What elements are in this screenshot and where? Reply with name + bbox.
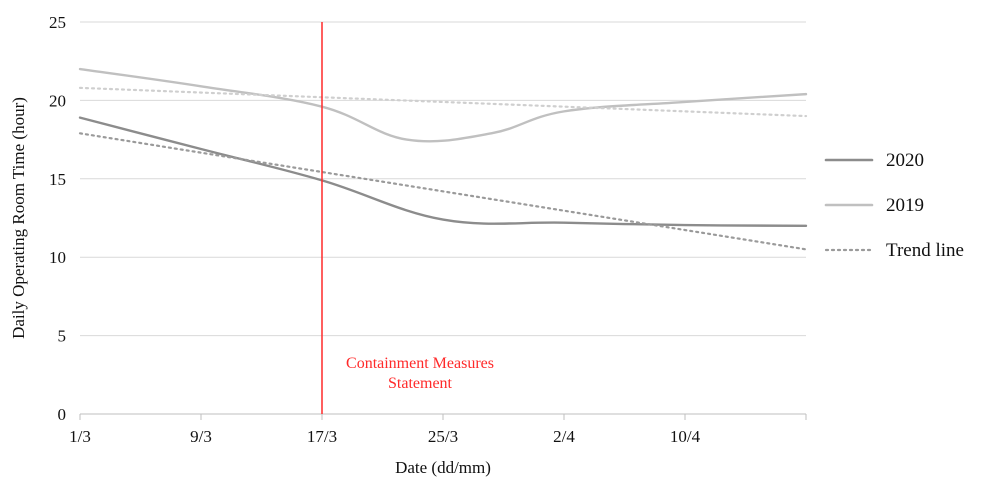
x-tick-label: 2/4 bbox=[553, 427, 575, 446]
legend-label: 2019 bbox=[886, 195, 924, 216]
y-tick-label: 5 bbox=[58, 327, 67, 346]
tick-labels: 0 5 10 15 20 25 1/3 9/3 17/3 25/3 2/4 10/4 bbox=[49, 13, 701, 446]
2019-series-line bbox=[78, 67, 808, 143]
x-tick-label: 9/3 bbox=[190, 427, 212, 446]
y-tick-label: 0 bbox=[58, 405, 67, 424]
series-lines bbox=[78, 67, 808, 251]
annotation-text: Containment Measures bbox=[346, 355, 494, 372]
legend: 2020 2019 Trend line bbox=[824, 150, 964, 261]
x-tick-label: 17/3 bbox=[307, 427, 337, 446]
legend-label: 2020 bbox=[886, 150, 924, 171]
2020-series-line bbox=[78, 116, 808, 228]
y-tick-label: 25 bbox=[49, 13, 66, 32]
x-tick-label: 1/3 bbox=[69, 427, 91, 446]
x-tick-label: 10/4 bbox=[670, 427, 701, 446]
x-axis-title: Date (dd/mm) bbox=[395, 458, 491, 477]
y-tick-label: 20 bbox=[49, 91, 66, 110]
y-tick-label: 15 bbox=[49, 170, 66, 189]
legend-label: Trend line bbox=[886, 240, 964, 261]
trend-line-2019-series-line bbox=[78, 86, 808, 118]
annotation-text: Statement bbox=[388, 375, 453, 392]
trend-line-series-line bbox=[78, 132, 808, 251]
y-tick-label: 10 bbox=[49, 248, 66, 267]
annotations: Containment Measures Statement bbox=[321, 22, 494, 414]
x-tick-label: 25/3 bbox=[428, 427, 458, 446]
gridlines bbox=[80, 21, 806, 337]
y-axis-title: Daily Operating Room Time (hour) bbox=[9, 97, 28, 339]
axes bbox=[79, 413, 807, 420]
